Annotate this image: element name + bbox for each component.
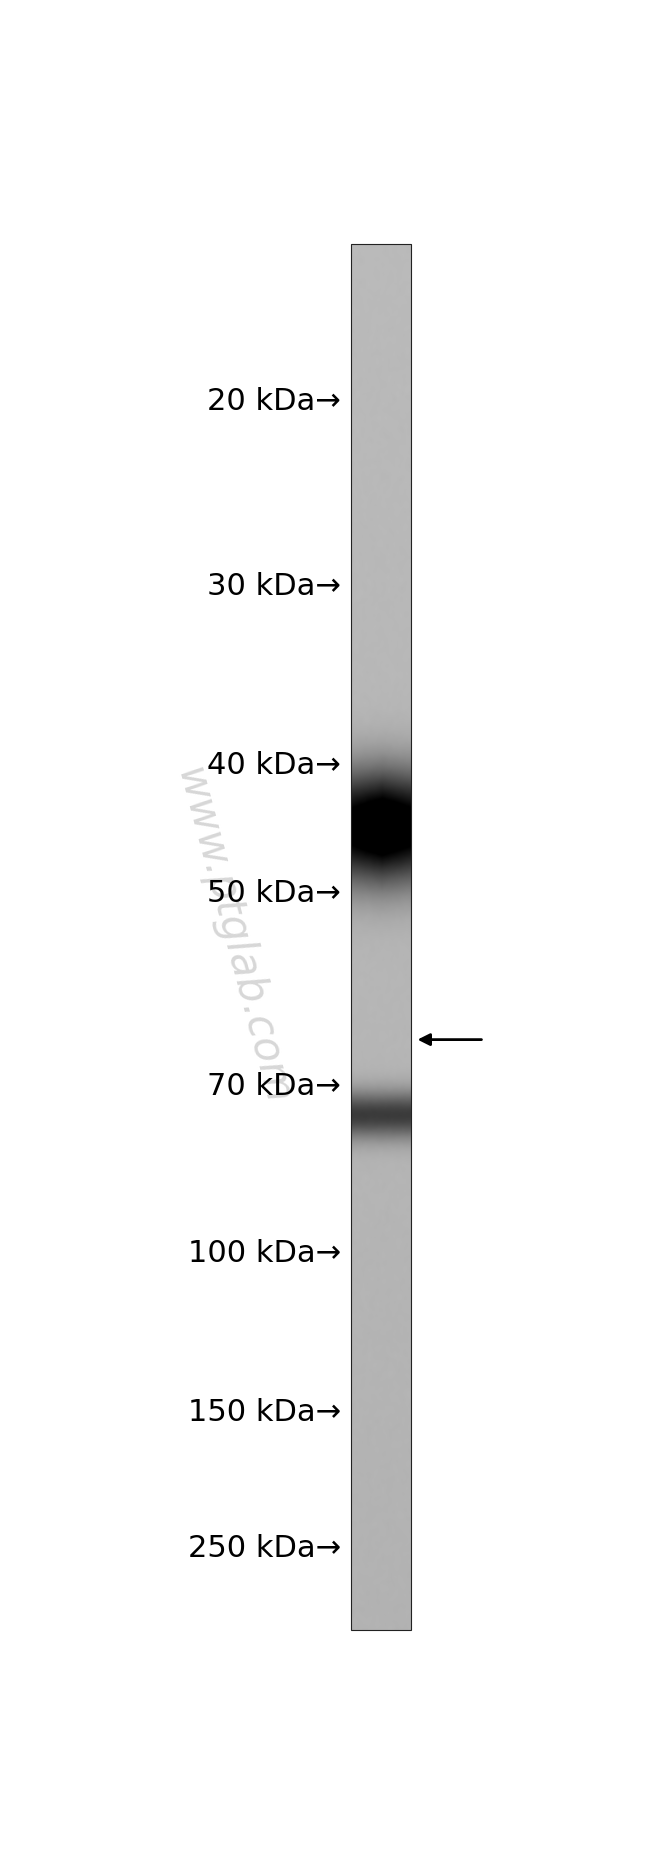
Text: 40 kDa→: 40 kDa→ bbox=[207, 751, 341, 779]
Text: 70 kDa→: 70 kDa→ bbox=[207, 1072, 341, 1102]
Bar bbox=[351, 245, 411, 1629]
Text: 50 kDa→: 50 kDa→ bbox=[207, 879, 341, 909]
Text: 100 kDa→: 100 kDa→ bbox=[188, 1239, 341, 1269]
Text: 30 kDa→: 30 kDa→ bbox=[207, 573, 341, 601]
Text: 250 kDa→: 250 kDa→ bbox=[188, 1534, 341, 1562]
Text: www.ptglab.com: www.ptglab.com bbox=[167, 764, 298, 1109]
Text: 150 kDa→: 150 kDa→ bbox=[188, 1399, 341, 1426]
Text: 20 kDa→: 20 kDa→ bbox=[207, 386, 341, 416]
